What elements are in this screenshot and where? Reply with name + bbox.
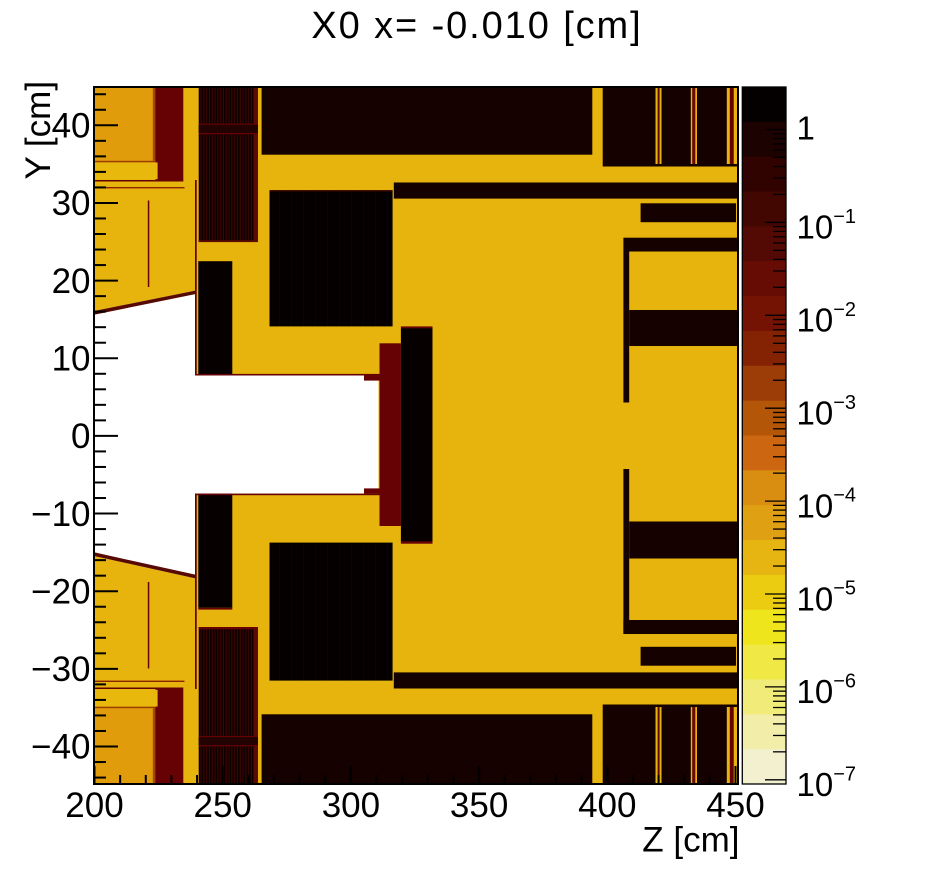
- svg-text:10−6: 10−6: [797, 671, 857, 711]
- svg-text:250: 250: [193, 786, 251, 825]
- svg-text:−10: −10: [31, 495, 90, 534]
- svg-text:10−2: 10−2: [797, 299, 857, 339]
- svg-text:10−5: 10−5: [797, 578, 857, 618]
- svg-text:1: 1: [797, 110, 815, 147]
- svg-text:450: 450: [706, 786, 764, 825]
- svg-text:X0 x= -0.010 [cm]: X0 x= -0.010 [cm]: [311, 5, 642, 47]
- svg-text:400: 400: [578, 786, 636, 825]
- svg-text:10−4: 10−4: [797, 485, 857, 525]
- svg-text:20: 20: [52, 262, 91, 301]
- svg-text:−30: −30: [31, 650, 90, 689]
- svg-text:350: 350: [450, 786, 508, 825]
- svg-text:10−1: 10−1: [797, 206, 857, 246]
- svg-text:40: 40: [52, 107, 91, 146]
- svg-text:Y [cm]: Y [cm]: [19, 81, 58, 180]
- svg-text:0: 0: [71, 417, 90, 456]
- svg-text:−20: −20: [31, 573, 90, 612]
- svg-text:30: 30: [52, 184, 91, 223]
- svg-text:10−3: 10−3: [797, 392, 857, 432]
- svg-text:200: 200: [65, 786, 123, 825]
- svg-text:−40: −40: [31, 728, 90, 767]
- svg-text:10−7: 10−7: [797, 763, 857, 803]
- svg-text:Z [cm]: Z [cm]: [642, 821, 739, 860]
- svg-text:10: 10: [52, 340, 91, 379]
- svg-text:300: 300: [322, 786, 380, 825]
